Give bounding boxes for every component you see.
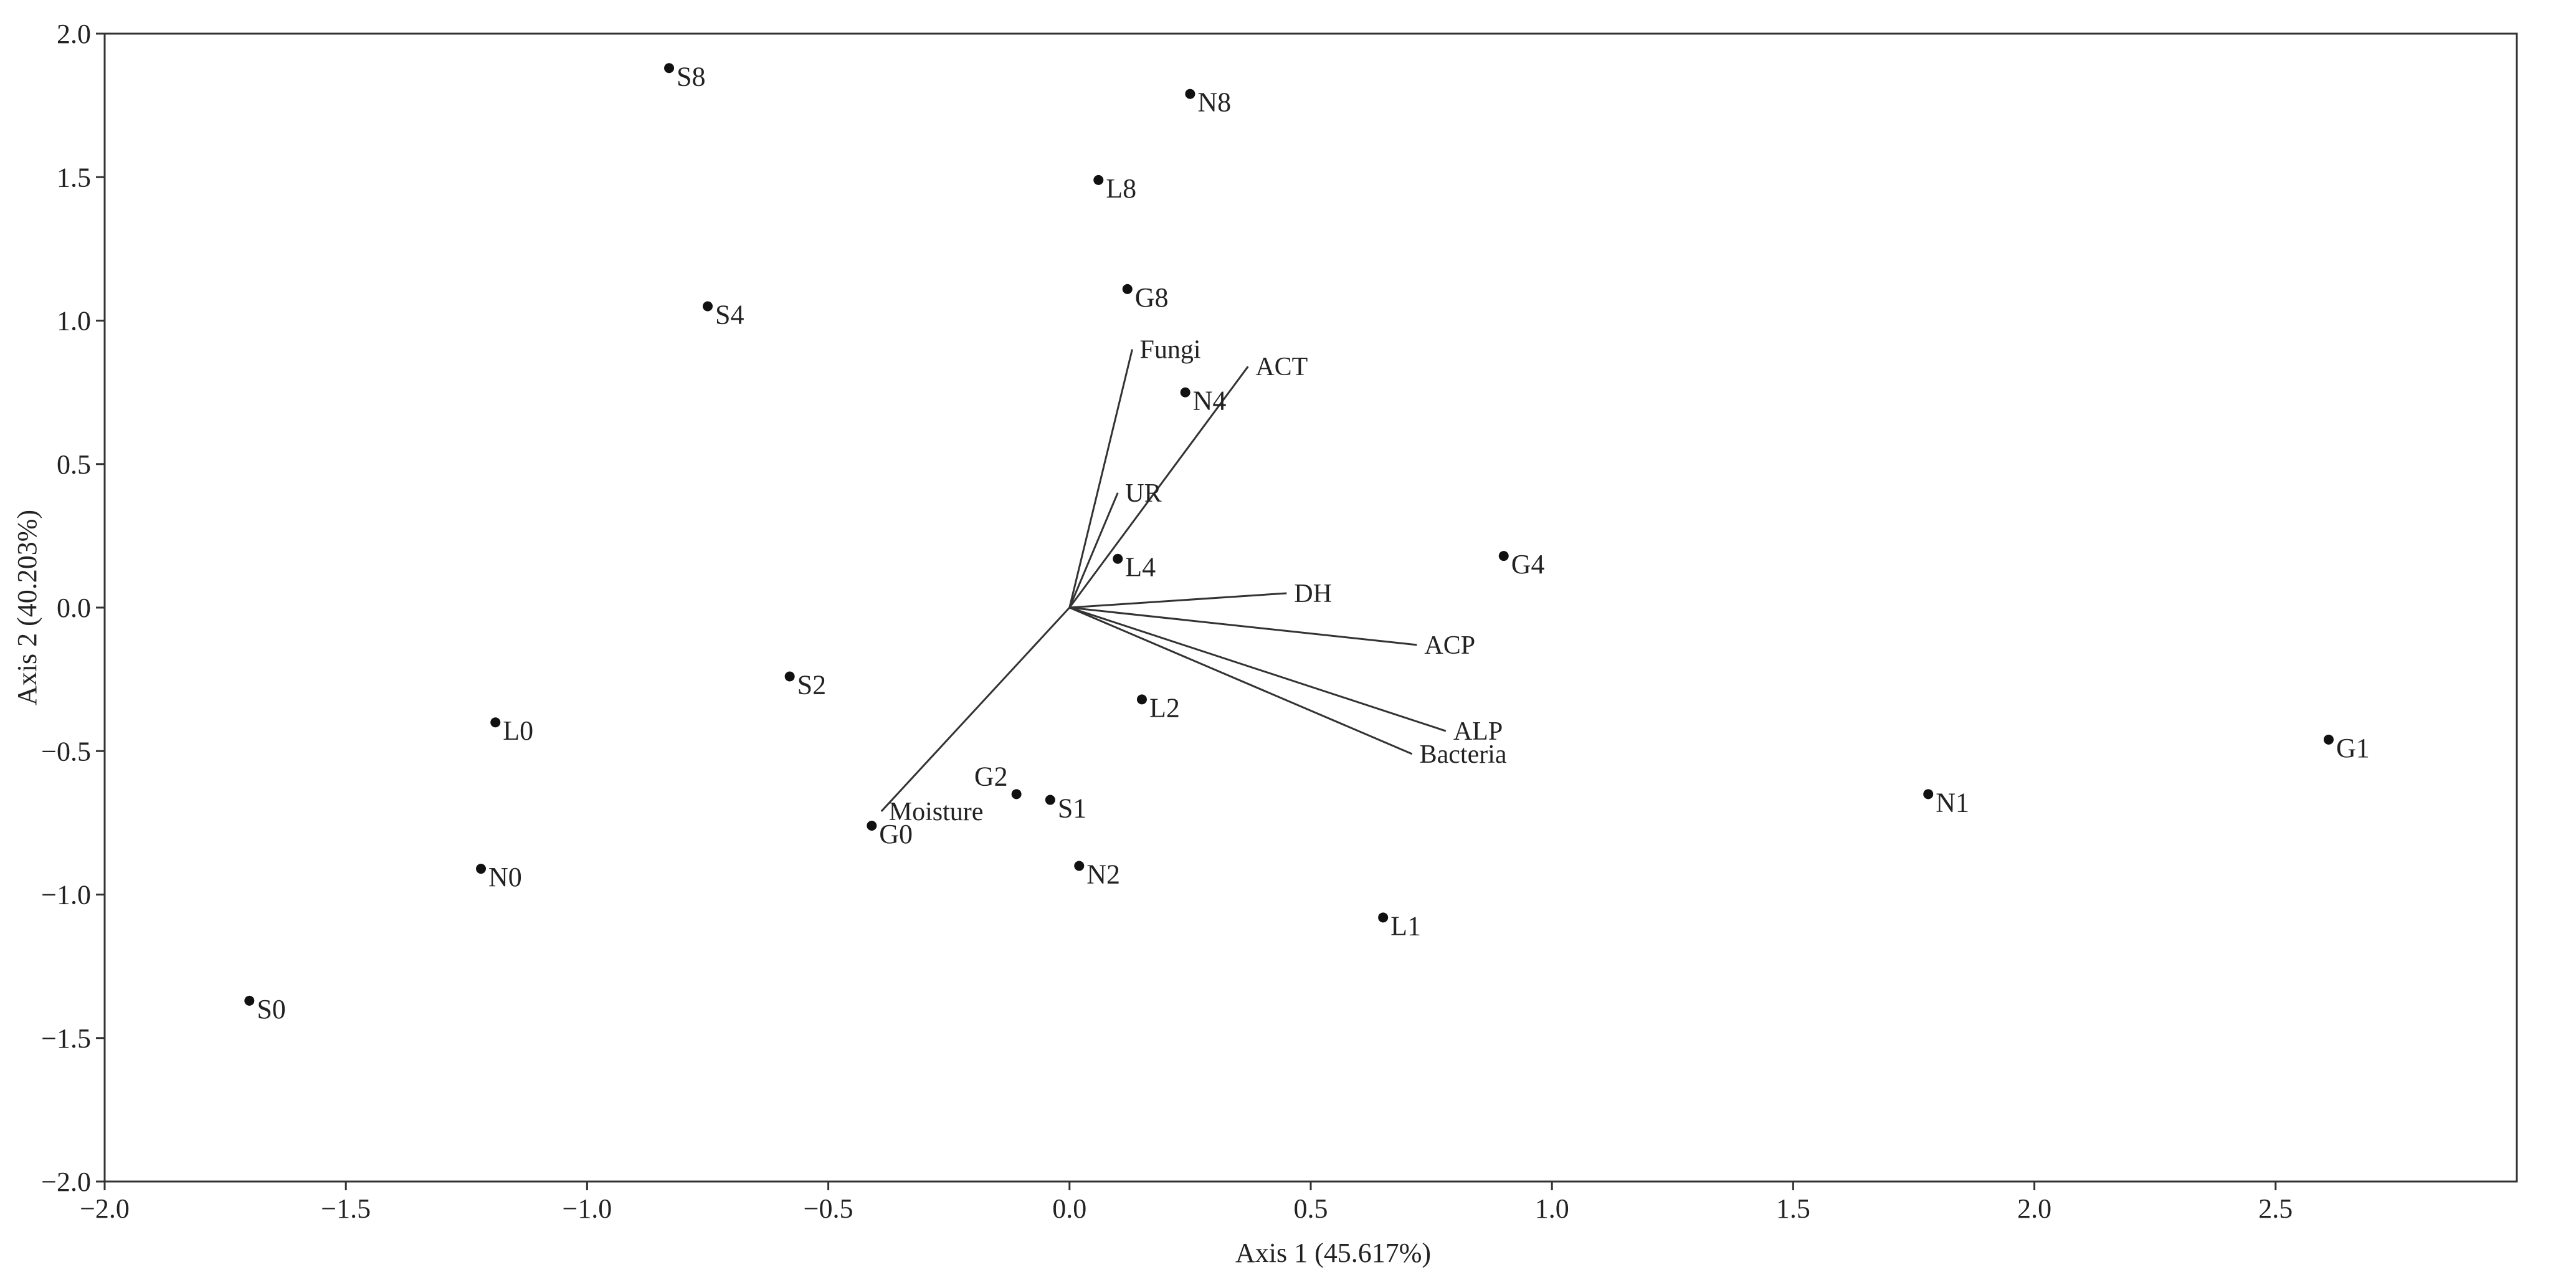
point-label-s2: S2	[797, 670, 826, 700]
y-axis-ticks: 2.0 1.5 1.0 0.5 0.0 −0.5 −1.0 −1.5 −2.0	[41, 19, 105, 1197]
point-label-s1: S1	[1058, 793, 1086, 824]
point-s4	[703, 301, 713, 312]
point-label-l0: L0	[503, 715, 533, 746]
x-tick-label: 1.5	[1776, 1193, 1810, 1224]
point-g2	[1011, 789, 1022, 800]
point-g0	[867, 820, 877, 831]
point-label-g1: G1	[2336, 733, 2370, 763]
point-l0	[490, 717, 501, 728]
vector-line-dh	[1069, 592, 1287, 609]
point-label-s4: S4	[715, 299, 744, 330]
point-l8	[1093, 174, 1104, 185]
vector-label-ur: UR	[1125, 479, 1161, 508]
point-label-l4: L4	[1125, 552, 1156, 583]
vector-line-alp	[1069, 606, 1447, 732]
x-tick-label: −1.0	[562, 1193, 612, 1224]
point-n2	[1074, 861, 1085, 871]
x-tick-label: −1.5	[321, 1193, 371, 1224]
point-g4	[1498, 551, 1509, 561]
point-label-s0: S0	[257, 994, 285, 1024]
point-label-n2: N2	[1086, 859, 1120, 889]
y-tick-label: −1.5	[41, 1023, 91, 1054]
x-tick-label: 2.0	[2017, 1193, 2051, 1224]
point-s2	[784, 671, 795, 682]
vector-line-bacteria	[1069, 606, 1413, 755]
point-label-l2: L2	[1149, 692, 1180, 723]
point-s0	[244, 995, 255, 1006]
x-tick-label: 2.5	[2258, 1193, 2293, 1224]
vector-label-moisture: Moisture	[889, 798, 984, 826]
point-label-s8: S8	[677, 61, 705, 92]
vector-label-fungi: Fungi	[1139, 336, 1200, 365]
point-label-n1: N1	[1936, 787, 1969, 818]
point-label-l8: L8	[1106, 173, 1136, 204]
point-s8	[664, 63, 675, 74]
x-tick-label: 0.5	[1294, 1193, 1328, 1224]
x-tick-label: 1.0	[1535, 1193, 1569, 1224]
point-n4	[1180, 387, 1191, 398]
y-tick-label: 0.5	[57, 449, 91, 480]
y-tick-label: 1.0	[57, 306, 91, 337]
point-label-g0: G0	[879, 819, 913, 849]
x-tick-label: −0.5	[804, 1193, 853, 1224]
y-tick-label: 1.5	[57, 162, 91, 193]
y-tick-label: −1.0	[41, 880, 91, 910]
vector-label-acp: ACP	[1424, 631, 1475, 660]
x-tick-label: −2.0	[80, 1193, 130, 1224]
point-label-g4: G4	[1511, 549, 1545, 580]
vector-line-act	[1068, 366, 1249, 608]
y-tick-label: −2.0	[41, 1167, 91, 1197]
point-label-g2: G2	[974, 761, 1008, 791]
vector-line-moisture	[880, 606, 1070, 812]
point-s1	[1045, 795, 1055, 805]
point-l1	[1378, 912, 1389, 923]
vector-label-dh: DH	[1294, 580, 1332, 608]
y-tick-label: 0.0	[57, 593, 91, 623]
point-n8	[1185, 88, 1195, 99]
vector-line-fungi	[1068, 349, 1133, 608]
point-g8	[1122, 284, 1133, 294]
y-tick-label: 2.0	[57, 19, 91, 49]
point-n1	[1923, 789, 1934, 800]
y-tick-label: −0.5	[41, 736, 91, 766]
vector-label-alp: ALP	[1453, 717, 1503, 746]
point-n0	[476, 864, 487, 874]
point-g1	[2323, 734, 2334, 745]
sample-points: S8 N8 L8 G8 S4 N4 L4 G4 S2 L2 L0 G1 N1 G2 S1 G0 N2 N0 L1 S0	[244, 61, 2370, 1024]
x-tick-label: 0.0	[1052, 1193, 1086, 1224]
vector-label-bacteria: Bacteria	[1420, 740, 1507, 769]
point-l2	[1136, 694, 1147, 705]
point-label-n8: N8	[1197, 87, 1231, 118]
vector-label-act: ACT	[1255, 353, 1308, 381]
y-axis-title: Axis 2 (40.203%)	[12, 510, 42, 705]
vector-line-ur	[1068, 492, 1119, 608]
point-label-g8: G8	[1135, 282, 1169, 313]
point-label-n0: N0	[488, 862, 522, 892]
point-l4	[1113, 553, 1123, 564]
vector-line-acp	[1069, 606, 1417, 646]
point-label-n4: N4	[1193, 386, 1227, 416]
point-label-l1: L1	[1390, 910, 1421, 941]
x-axis-title: Axis 1 (45.617%)	[1235, 1238, 1431, 1268]
x-axis-ticks: −2.0 −1.5 −1.0 −0.5 0.0 0.5 1.0 1.5 2.0 2.5	[80, 1182, 2293, 1224]
